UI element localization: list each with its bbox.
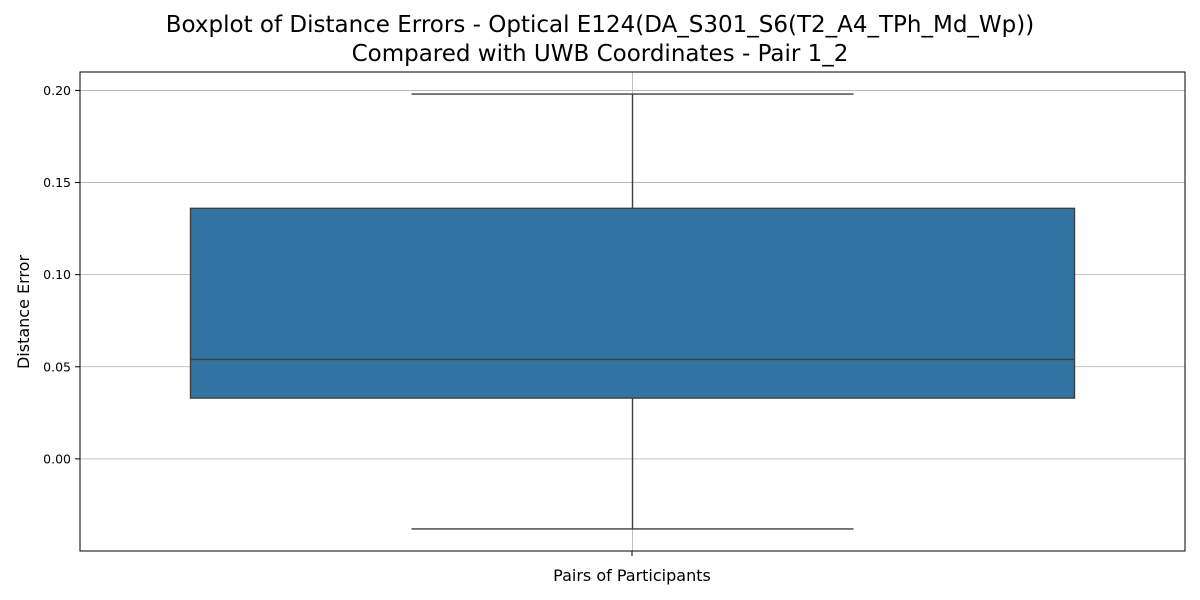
y-tick-label: 0.20 (43, 83, 71, 98)
box-group (189, 93, 1076, 530)
y-tick-label: 0.05 (43, 359, 71, 374)
y-tick-label: 0.10 (43, 267, 71, 282)
y-ticks: 0.00 0.05 0.10 0.15 0.20 (43, 83, 80, 466)
chart-title-line-2: Compared with UWB Coordinates - Pair 1_2 (351, 41, 849, 67)
y-axis-label: Distance Error (14, 255, 33, 369)
interquartile-box (189, 207, 1076, 399)
x-axis-label: Pairs of Participants (553, 566, 711, 585)
y-tick-label: 0.00 (43, 451, 71, 466)
chart-title-line-1: Boxplot of Distance Errors - Optical E12… (165, 12, 1035, 38)
y-tick-label: 0.15 (43, 175, 71, 190)
